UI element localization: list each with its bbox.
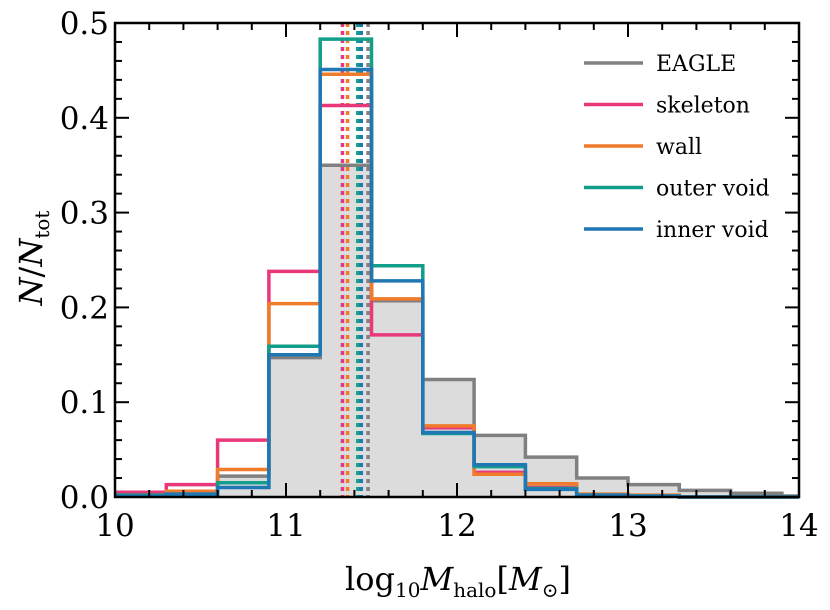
y-tick-labels: 0.0 0.1 0.2 0.3 0.4 0.5 [60, 6, 109, 516]
legend-label-wall: wall [656, 135, 702, 160]
histogram-steps [115, 37, 799, 499]
eagle-step-line [115, 163, 799, 498]
legend-label-outer-void: outer void [656, 177, 770, 202]
histogram-fills [115, 165, 799, 497]
median-lines [340, 23, 370, 497]
y-tick-label: 0.1 [60, 385, 109, 421]
x-tick-label: 12 [437, 508, 476, 544]
x-axis-title: log10Mhalo[M⊙] [345, 560, 571, 602]
x-tick-label: 14 [779, 508, 818, 544]
x-tick-label: 11 [266, 508, 305, 544]
y-tick-label: 0.3 [60, 196, 109, 232]
y-axis-title: N/Ntot [12, 211, 54, 307]
legend-label-eagle: EAGLE [656, 52, 736, 77]
legend: EAGLE skeleton wall outer void inner void [584, 52, 770, 243]
y-tick-label: 0.0 [60, 480, 109, 516]
y-tick-label: 0.4 [60, 101, 109, 137]
y-tick-label: 0.2 [60, 290, 109, 326]
legend-label-inner-void: inner void [656, 218, 769, 243]
x-tick-label: 13 [608, 508, 647, 544]
inner-void-step-line [115, 67, 799, 499]
plot-frame [113, 21, 801, 499]
eagle-fill [115, 165, 799, 497]
x-tick-label: 10 [95, 508, 134, 544]
x-tick-labels: 10 11 12 13 14 [95, 508, 818, 544]
y-tick-label: 0.5 [60, 6, 109, 42]
legend-label-skeleton: skeleton [656, 94, 750, 119]
